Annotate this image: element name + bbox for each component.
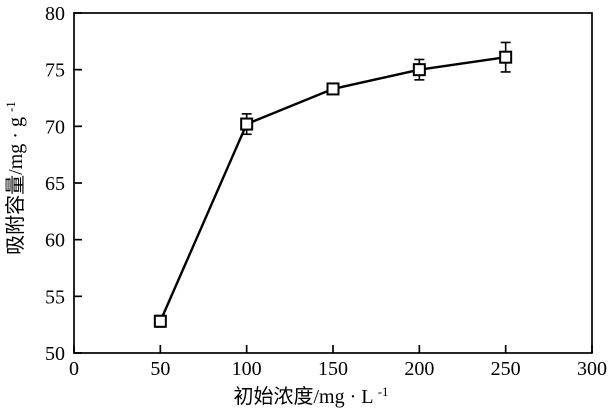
data-point-marker [412,63,426,77]
x-axis-label-superscript: -1 [378,384,389,399]
x-tick-label: 0 [69,358,79,380]
y-tick-label: 50 [45,343,65,365]
x-tick-label: 250 [491,358,521,380]
data-point-marker [153,314,167,328]
y-axis-label-text: 吸附容量/mg · g [4,117,27,255]
data-point-marker [326,82,340,96]
y-tick-label: 55 [45,286,65,308]
y-tick-label: 80 [45,3,65,25]
data-point-marker [499,50,513,64]
x-tick-label: 300 [577,358,607,380]
x-axis-label: 初始浓度/mg · L -1 [233,384,388,408]
y-tick-label: 75 [45,60,65,82]
x-tick-label: 100 [232,358,262,380]
data-point-marker [240,117,254,131]
x-tick-label: 150 [318,358,348,380]
y-axis-label-superscript: -1 [3,101,18,112]
y-tick-label: 60 [45,230,65,252]
x-axis-label-text: 初始浓度/mg · L [233,385,373,408]
y-axis-label: 吸附容量/mg · g -1 [3,101,27,255]
y-tick-label: 65 [45,173,65,195]
x-tick-label: 50 [150,358,170,380]
y-tick-label: 70 [45,116,65,138]
x-tick-label: 200 [404,358,434,380]
